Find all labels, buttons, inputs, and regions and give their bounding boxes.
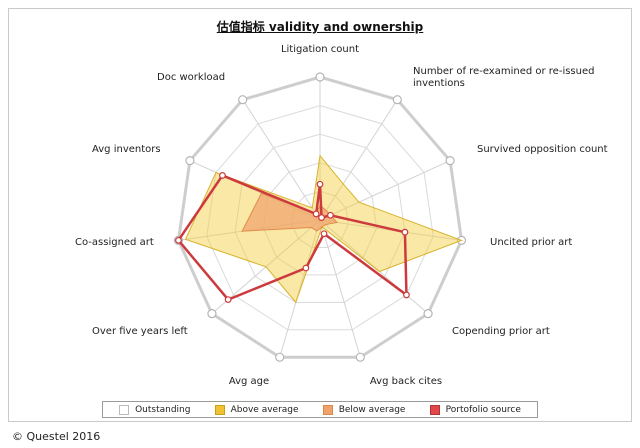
legend-item-portfolio-source[interactable]: Portofolio source — [429, 404, 521, 415]
axis-label-doc-workload: Doc workload — [157, 72, 225, 83]
radar-spoke — [279, 219, 321, 358]
legend-label: Below average — [338, 404, 406, 415]
portfolio-point[interactable] — [312, 210, 320, 218]
portfolio-point[interactable] — [175, 236, 182, 244]
axis-label-over-five-years-left: Over five years left — [92, 326, 188, 337]
axis-label-avg-back-cites: Avg back cites — [370, 376, 442, 387]
chart-title: 估值指标 validity and ownership — [216, 20, 424, 34]
axis-label-co-assigned-art: Co-assigned art — [75, 237, 154, 248]
legend-swatch-portfolio-source — [429, 404, 440, 415]
portfolio-point[interactable] — [327, 211, 334, 219]
outstanding-point[interactable] — [315, 72, 325, 82]
legend-label: Outstanding — [135, 404, 191, 415]
legend-item-outstanding[interactable]: Outstanding — [119, 404, 191, 415]
legend-label: Portofolio source — [445, 404, 521, 415]
portfolio-point[interactable] — [401, 228, 409, 236]
axis-labels: Litigation count Number of re-examined or… — [75, 44, 608, 387]
radar-ring — [262, 162, 378, 276]
axis-label-litigation-count: Litigation count — [281, 44, 359, 55]
portfolio-point[interactable] — [316, 180, 324, 188]
radar-spoke — [319, 99, 398, 221]
radar-ring — [206, 105, 434, 331]
outstanding-point[interactable] — [185, 155, 195, 166]
axis-label-avg-inventors: Avg inventors — [92, 144, 161, 155]
radar-spoke — [319, 160, 451, 221]
series-outstanding[interactable] — [177, 76, 463, 358]
legend-label: Above average — [230, 404, 299, 415]
axis-label-copending-prior-art: Copending prior art — [452, 326, 550, 337]
legend-swatch-outstanding — [119, 404, 130, 415]
portfolio-point[interactable] — [224, 296, 232, 303]
portfolio-point[interactable] — [302, 264, 310, 272]
axis-label-avg-age: Avg age — [229, 376, 269, 387]
legend-item-above-average[interactable]: Above average — [214, 404, 299, 415]
legend-swatch-below-average — [322, 404, 333, 415]
outstanding-point[interactable] — [238, 95, 248, 105]
outstanding-point[interactable] — [392, 95, 402, 105]
outstanding-point[interactable] — [355, 352, 365, 362]
portfolio-point[interactable] — [318, 214, 325, 221]
axis-label-uncited-prior-art: Uncited prior art — [490, 237, 572, 248]
outstanding-point[interactable] — [207, 309, 217, 319]
radar-ring — [234, 133, 406, 303]
axis-label-number-of-re-examined-or-re-issued-inven: Number of re-examined or re-issued invent… — [413, 66, 594, 89]
radar-spoke — [242, 99, 321, 221]
outstanding-point[interactable] — [445, 155, 455, 166]
legend-swatch-above-average — [214, 404, 225, 415]
legend: Outstanding Above average Below average … — [102, 401, 538, 418]
radar-series — [173, 72, 467, 362]
outstanding-point[interactable] — [275, 352, 285, 362]
portfolio-point[interactable] — [403, 291, 410, 299]
outstanding-point[interactable] — [423, 309, 433, 319]
portfolio-point[interactable] — [219, 172, 226, 179]
radar-spoke — [319, 219, 361, 358]
portfolio-point[interactable] — [320, 230, 328, 238]
axis-label-survived-opposition-count: Survived opposition count — [477, 144, 608, 155]
copyright-text: © Questel 2016 — [12, 430, 101, 443]
legend-item-below-average[interactable]: Below average — [322, 404, 406, 415]
